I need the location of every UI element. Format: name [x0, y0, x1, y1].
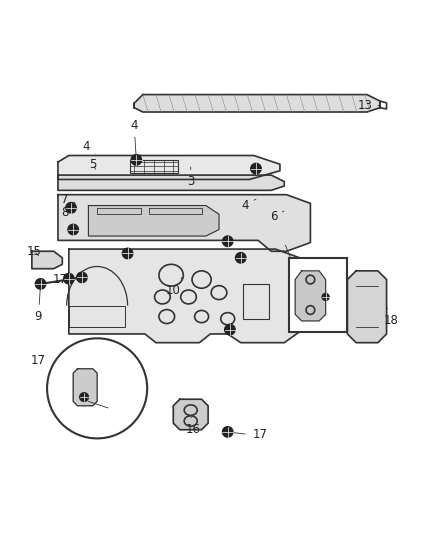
Polygon shape: [73, 369, 97, 406]
Circle shape: [122, 248, 133, 259]
Text: 12: 12: [100, 408, 116, 421]
Polygon shape: [58, 156, 280, 180]
Bar: [130, 160, 178, 173]
Text: 5: 5: [89, 158, 96, 171]
Bar: [243, 284, 269, 319]
Text: 10: 10: [166, 277, 182, 297]
Circle shape: [80, 393, 88, 401]
Text: 13: 13: [357, 99, 380, 112]
Text: 4: 4: [131, 118, 138, 157]
Circle shape: [236, 253, 246, 263]
Circle shape: [322, 294, 329, 301]
Text: 17: 17: [253, 427, 268, 441]
Polygon shape: [88, 206, 219, 236]
Circle shape: [77, 272, 87, 282]
Text: 3: 3: [187, 167, 194, 188]
Polygon shape: [32, 251, 62, 269]
Text: 17: 17: [31, 353, 46, 367]
Text: 15: 15: [27, 245, 42, 258]
Circle shape: [225, 325, 235, 335]
Circle shape: [223, 426, 233, 437]
Polygon shape: [58, 195, 311, 251]
Text: 18: 18: [384, 308, 398, 327]
Text: 16: 16: [185, 417, 201, 436]
Bar: [69, 305, 125, 327]
Polygon shape: [58, 175, 284, 190]
Text: 7: 7: [61, 192, 75, 206]
Text: 11: 11: [88, 395, 102, 408]
Circle shape: [35, 279, 46, 289]
Text: 9: 9: [35, 287, 42, 323]
Polygon shape: [173, 399, 208, 430]
Circle shape: [131, 155, 141, 165]
Circle shape: [64, 273, 74, 284]
Text: 14: 14: [307, 300, 322, 332]
Circle shape: [68, 224, 78, 235]
Text: 1: 1: [285, 245, 307, 297]
Circle shape: [251, 163, 261, 174]
Circle shape: [47, 338, 147, 439]
Circle shape: [223, 236, 233, 246]
Polygon shape: [347, 271, 387, 343]
Text: 8: 8: [61, 206, 75, 219]
Circle shape: [66, 203, 76, 213]
Polygon shape: [134, 94, 380, 112]
Polygon shape: [69, 249, 300, 343]
Text: 6: 6: [270, 210, 284, 223]
Polygon shape: [295, 271, 325, 321]
Text: 4: 4: [82, 140, 95, 154]
Text: 4: 4: [241, 199, 256, 212]
Bar: [289, 258, 347, 332]
Text: 17: 17: [53, 273, 67, 286]
